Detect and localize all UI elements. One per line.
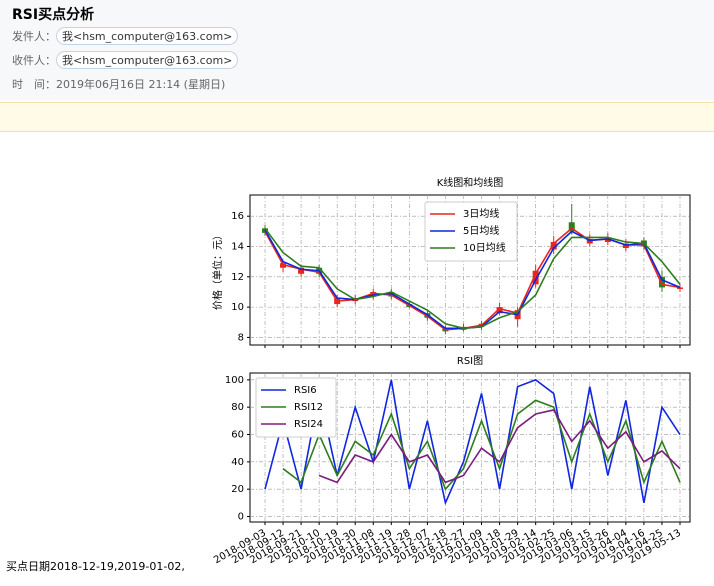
legend-box — [424, 201, 518, 262]
y-tick-label: 100 — [225, 375, 244, 386]
y-tick-label: 60 — [231, 430, 244, 441]
body-text: 买点日期2018-12-19,2019-01-02, — [6, 560, 185, 573]
candle-body — [298, 267, 305, 274]
email-header: RSI买点分析 发件人： 我<hsm_computer@163.com> 收件人：… — [0, 0, 714, 100]
y-tick-label: 12 — [231, 272, 244, 283]
legend-label: 5日均线 — [463, 224, 499, 237]
candle-body — [677, 287, 683, 289]
notice-band — [0, 102, 714, 132]
y-tick-label: 80 — [231, 402, 244, 413]
candle-body — [550, 241, 557, 250]
chart-title: RSI图 — [457, 355, 483, 367]
candle-body — [532, 270, 539, 285]
series-line — [318, 408, 681, 484]
candle-body — [568, 222, 575, 232]
from[interactable]: 我<hsm_computer@163.com> — [56, 27, 239, 45]
series-line — [264, 378, 681, 506]
subject: RSI买点分析 — [12, 7, 95, 23]
chart-title: K线图和均线图 — [437, 176, 504, 189]
series-line — [282, 399, 681, 491]
plot-area — [249, 372, 691, 523]
series-line — [264, 227, 681, 330]
y-tick-label: 10 — [231, 302, 244, 313]
y-tick-label: 20 — [231, 484, 244, 495]
from-label: 发件人： — [12, 30, 56, 43]
y-tick-label: 14 — [231, 242, 244, 253]
plot-area — [249, 194, 691, 346]
time: 2019年06月16日 21:14 (星期日) — [56, 78, 226, 91]
candle-body — [658, 276, 665, 288]
to-row: 收件人： 我<hsm_computer@163.com> — [12, 51, 239, 69]
time-label: 时 间： — [12, 78, 56, 91]
to-label: 收件人： — [12, 54, 56, 67]
to[interactable]: 我<hsm_computer@163.com> — [56, 51, 239, 69]
y-tick-label: 0 — [238, 512, 244, 523]
y-tick-label: 40 — [231, 457, 244, 468]
y-tick-label: 16 — [231, 211, 244, 222]
legend-label: 3日均线 — [463, 207, 499, 220]
candle-body — [496, 307, 503, 314]
y-axis-label: 价格（单位：元） — [211, 230, 224, 310]
time-row: 时 间：2019年06月16日 21:14 (星期日) — [12, 76, 225, 92]
legend-label: 10日均线 — [463, 241, 506, 254]
from-row: 发件人： 我<hsm_computer@163.com> — [12, 27, 239, 45]
y-tick-label: 8 — [238, 332, 244, 343]
legend-label: RSI6 — [294, 385, 317, 396]
legend-label: RSI12 — [294, 402, 323, 413]
legend-box — [255, 377, 337, 438]
legend-label: RSI24 — [294, 419, 323, 430]
